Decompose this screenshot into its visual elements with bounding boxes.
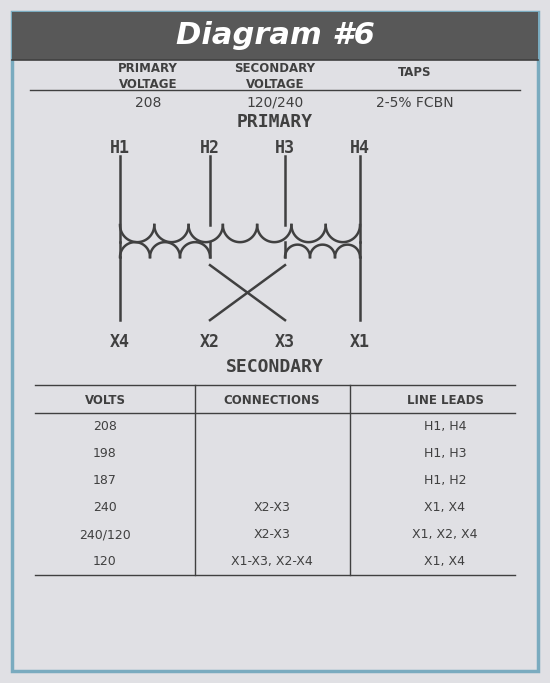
Text: H1, H2: H1, H2 [424,474,466,487]
Text: VOLTS: VOLTS [85,393,125,406]
Text: X1, X4: X1, X4 [425,501,465,514]
Text: 120/240: 120/240 [246,96,304,110]
Text: Diagram #6: Diagram #6 [175,21,375,51]
Text: LINE LEADS: LINE LEADS [406,393,483,406]
Text: H3: H3 [275,139,295,157]
Text: X3: X3 [275,333,295,351]
Text: 120: 120 [93,555,117,568]
Text: X2-X3: X2-X3 [254,501,290,514]
Text: H2: H2 [200,139,220,157]
Text: X1, X2, X4: X1, X2, X4 [412,528,478,541]
Text: X1: X1 [350,333,370,351]
Text: X1, X4: X1, X4 [425,555,465,568]
Text: TAPS: TAPS [398,66,432,79]
Text: 2-5% FCBN: 2-5% FCBN [376,96,454,110]
Text: X2: X2 [200,333,220,351]
Bar [12,12,538,60]
Text: X1-X3, X2-X4: X1-X3, X2-X4 [231,555,313,568]
Text: 208: 208 [93,420,117,433]
Text: CONNECTIONS: CONNECTIONS [224,393,320,406]
Text: SECONDARY: SECONDARY [226,358,324,376]
Text: PRIMARY
VOLTAGE: PRIMARY VOLTAGE [118,61,178,91]
Text: 208: 208 [135,96,161,110]
Text: 198: 198 [93,447,117,460]
Text: H4: H4 [350,139,370,157]
Text: 240: 240 [93,501,117,514]
Text: H1: H1 [110,139,130,157]
Text: 240/120: 240/120 [79,528,131,541]
Text: PRIMARY: PRIMARY [237,113,313,131]
Text: H1, H3: H1, H3 [424,447,466,460]
Text: X2-X3: X2-X3 [254,528,290,541]
Text: X4: X4 [110,333,130,351]
Text: 187: 187 [93,474,117,487]
Text: SECONDARY
VOLTAGE: SECONDARY VOLTAGE [234,61,316,91]
Text: H1, H4: H1, H4 [424,420,466,433]
